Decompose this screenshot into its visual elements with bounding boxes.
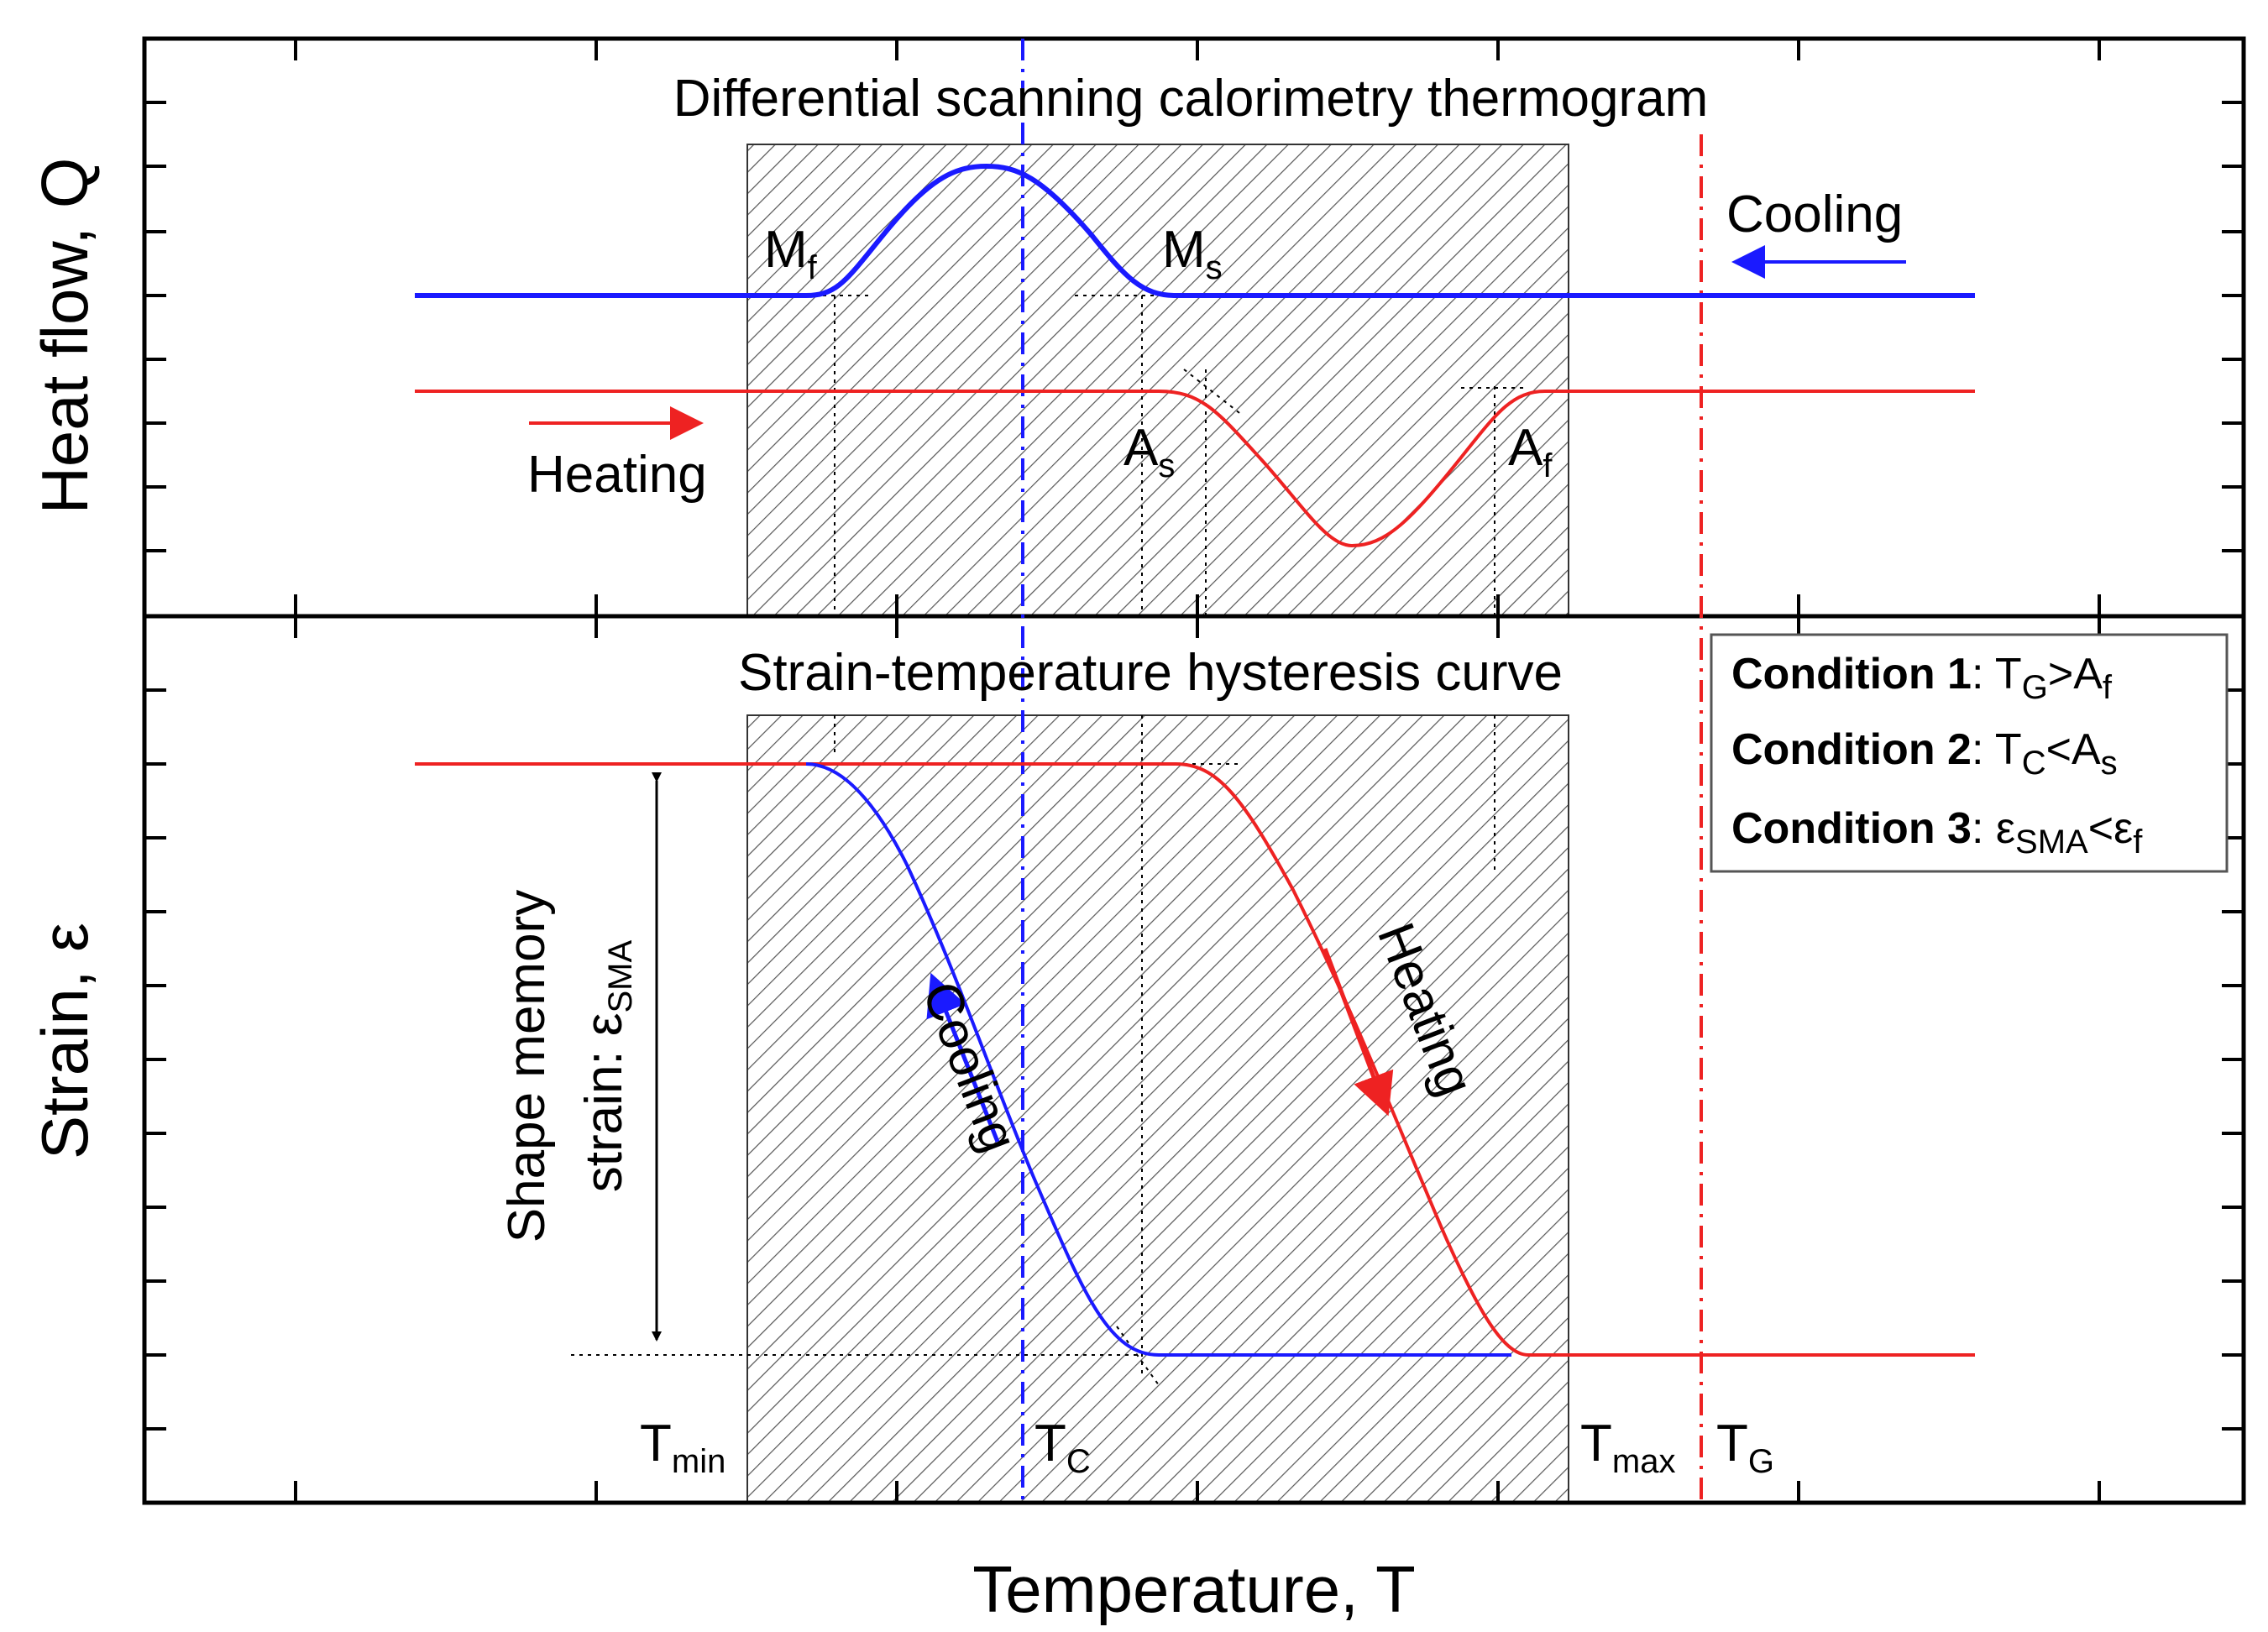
y-axis-title-top: Heat flow, Q <box>28 158 102 515</box>
condition-1: Condition 1: TG>Af <box>1731 650 2113 706</box>
strain-heating-curve <box>415 762 1975 1357</box>
af-label: Af <box>1508 419 1553 484</box>
condition-2: Condition 2: TC<As <box>1731 725 2118 782</box>
ms-label: Ms <box>1162 221 1223 286</box>
dsc-cooling-curve <box>415 163 1975 298</box>
bottom-hatched-region <box>746 714 1569 1504</box>
tc-label: TC <box>1034 1415 1091 1480</box>
bottom-heating-arrow <box>1323 948 1394 1117</box>
dsc-heating-curve <box>415 390 1975 548</box>
tg-label: TG <box>1716 1415 1774 1480</box>
condition-3: Condition 3: εSMA<εf <box>1731 804 2143 860</box>
tmax-label: Tmax <box>1580 1415 1675 1480</box>
bottom-panel-title: Strain-temperature hysteresis curve <box>738 644 1563 702</box>
guide-lines <box>571 295 1528 1386</box>
mf-label: Mf <box>764 221 818 286</box>
top-hatched-region <box>746 144 1569 617</box>
sma-strain-label-line2: strain: εSMA <box>575 939 639 1192</box>
top-panel-title: Differential scanning calorimetry thermo… <box>673 70 1708 128</box>
as-label: As <box>1124 419 1175 484</box>
tmin-label: Tmin <box>640 1415 725 1480</box>
top-cooling-label: Cooling <box>1726 186 1903 243</box>
y-axis-title-bottom: Strain, ε <box>28 923 102 1159</box>
top-heating-label: Heating <box>527 446 707 504</box>
strain-cooling-curve <box>805 762 1511 1357</box>
tick-marks <box>144 39 2244 1503</box>
x-axis-title: Temperature, T <box>972 1552 1415 1626</box>
bottom-cooling-arrow <box>926 972 1000 1143</box>
sma-strain-label-line1: Shape memory <box>498 890 556 1242</box>
conditions-legend: Condition 1: TG>Af Condition 2: TC<As Co… <box>1710 633 2229 873</box>
